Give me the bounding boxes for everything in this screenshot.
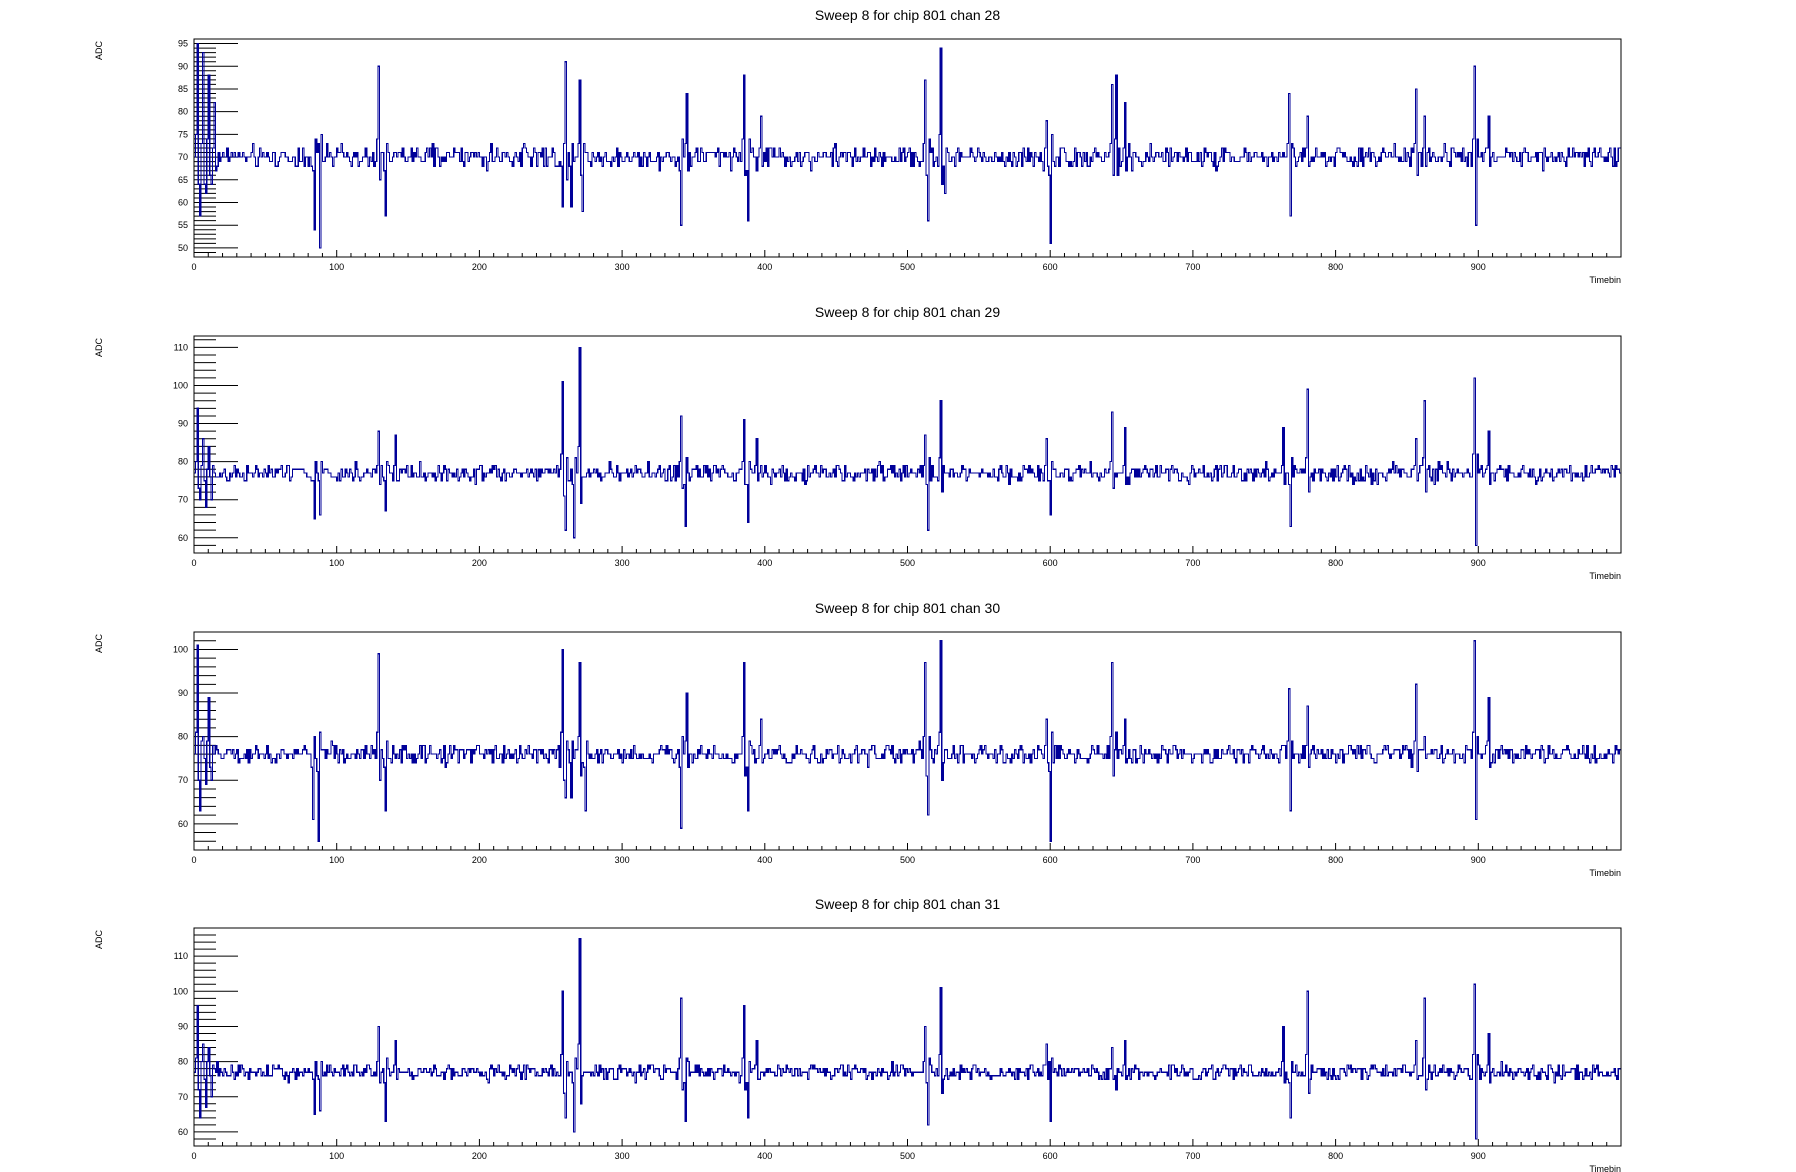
y-tick-label: 55: [178, 220, 188, 230]
y-tick-label: 60: [178, 198, 188, 208]
x-tick-label: 800: [1328, 262, 1343, 272]
x-tick-label: 900: [1471, 558, 1486, 568]
y-tick-label: 70: [178, 495, 188, 505]
chart-panel-3: Sweep 8 for chip 801 chan 31 ADC Timebin 0 1…: [94, 896, 1622, 1172]
x-tick-label: 800: [1328, 855, 1343, 865]
chart-title: Sweep 8 for chip 801 chan 31: [815, 896, 1000, 912]
adc-trace: [194, 937, 1621, 1140]
x-tick-label: 400: [757, 558, 772, 568]
plot-frame: [193, 927, 1622, 1147]
x-tick-label: 200: [472, 855, 487, 865]
y-tick-label: 60: [178, 533, 188, 543]
x-tick-label: 900: [1471, 855, 1486, 865]
x-axis-label: Timebin: [1589, 868, 1621, 878]
x-tick-label: 400: [757, 1151, 772, 1161]
y-tick-label: 90: [178, 688, 188, 698]
x-tick-label: 100: [329, 1151, 344, 1161]
y-tick-label: 110: [174, 951, 188, 961]
x-axis-label: Timebin: [1589, 275, 1621, 285]
x-tick-label: 0: [191, 1151, 196, 1161]
x-tick-label: 100: [329, 855, 344, 865]
y-tick-label: 80: [178, 1057, 188, 1067]
chart-panel-2: Sweep 8 for chip 801 chan 30 ADC Timebin 0 1…: [94, 600, 1622, 878]
chart-title: Sweep 8 for chip 801 chan 28: [815, 7, 1000, 23]
y-axis-label: ADC: [94, 338, 104, 358]
adc-trace: [194, 640, 1621, 842]
x-tick-label: 700: [1185, 262, 1200, 272]
x-tick-label: 0: [191, 262, 196, 272]
x-tick-label: 200: [472, 558, 487, 568]
adc-trace: [194, 42, 1621, 249]
adc-trace: [194, 346, 1621, 546]
y-tick-label: 70: [178, 1092, 188, 1102]
y-axis-label: ADC: [94, 930, 104, 950]
x-tick-label: 500: [900, 262, 915, 272]
plot-frame: [193, 631, 1622, 851]
y-axis-label: ADC: [94, 634, 104, 654]
x-tick-label: 500: [900, 558, 915, 568]
x-axis-label: Timebin: [1589, 571, 1621, 581]
y-tick-label: 50: [178, 243, 188, 253]
x-tick-label: 700: [1185, 855, 1200, 865]
y-tick-label: 90: [178, 419, 188, 429]
x-tick-label: 0: [191, 855, 196, 865]
x-tick-label: 100: [329, 558, 344, 568]
x-tick-label: 600: [1043, 262, 1058, 272]
x-tick-label: 500: [900, 855, 915, 865]
x-tick-label: 200: [472, 262, 487, 272]
x-tick-label: 600: [1043, 1151, 1058, 1161]
x-tick-label: 700: [1185, 1151, 1200, 1161]
plot-frame: [193, 335, 1622, 554]
x-tick-label: 200: [472, 1151, 487, 1161]
chart-panel-1: Sweep 8 for chip 801 chan 29 ADC Timebin 0 1…: [94, 304, 1622, 581]
y-axis-label: ADC: [94, 41, 104, 61]
plot-frame: [193, 38, 1622, 258]
y-tick-label: 60: [178, 1127, 188, 1137]
x-tick-label: 400: [757, 262, 772, 272]
y-tick-label: 110: [174, 342, 188, 352]
y-tick-label: 90: [178, 61, 188, 71]
x-tick-label: 100: [329, 262, 344, 272]
chart-panel-0: Sweep 8 for chip 801 chan 28 ADC Timebin 0 1…: [94, 7, 1622, 285]
x-tick-label: 900: [1471, 1151, 1486, 1161]
x-tick-label: 400: [757, 855, 772, 865]
x-axis-label: Timebin: [1589, 1164, 1621, 1172]
chart-title: Sweep 8 for chip 801 chan 29: [815, 304, 1000, 320]
y-tick-label: 90: [178, 1021, 188, 1031]
y-tick-label: 60: [178, 819, 188, 829]
y-tick-label: 75: [178, 129, 188, 139]
x-tick-label: 0: [191, 558, 196, 568]
x-tick-label: 300: [615, 855, 630, 865]
y-tick-label: 100: [173, 986, 188, 996]
chart-title: Sweep 8 for chip 801 chan 30: [815, 600, 1000, 616]
y-tick-label: 80: [178, 107, 188, 117]
x-tick-label: 600: [1043, 558, 1058, 568]
y-tick-label: 85: [178, 84, 188, 94]
y-tick-label: 80: [178, 732, 188, 742]
x-tick-label: 300: [615, 1151, 630, 1161]
x-tick-label: 800: [1328, 1151, 1343, 1161]
y-tick-label: 65: [178, 175, 188, 185]
y-tick-label: 70: [178, 152, 188, 162]
x-tick-label: 700: [1185, 558, 1200, 568]
y-tick-label: 70: [178, 775, 188, 785]
x-tick-label: 600: [1043, 855, 1058, 865]
x-tick-label: 800: [1328, 558, 1343, 568]
y-tick-label: 100: [173, 644, 188, 654]
x-tick-label: 500: [900, 1151, 915, 1161]
y-tick-label: 80: [178, 457, 188, 467]
x-tick-label: 900: [1471, 262, 1486, 272]
x-tick-label: 300: [615, 558, 630, 568]
y-tick-label: 100: [173, 380, 188, 390]
x-tick-label: 300: [615, 262, 630, 272]
y-tick-label: 95: [178, 39, 188, 49]
